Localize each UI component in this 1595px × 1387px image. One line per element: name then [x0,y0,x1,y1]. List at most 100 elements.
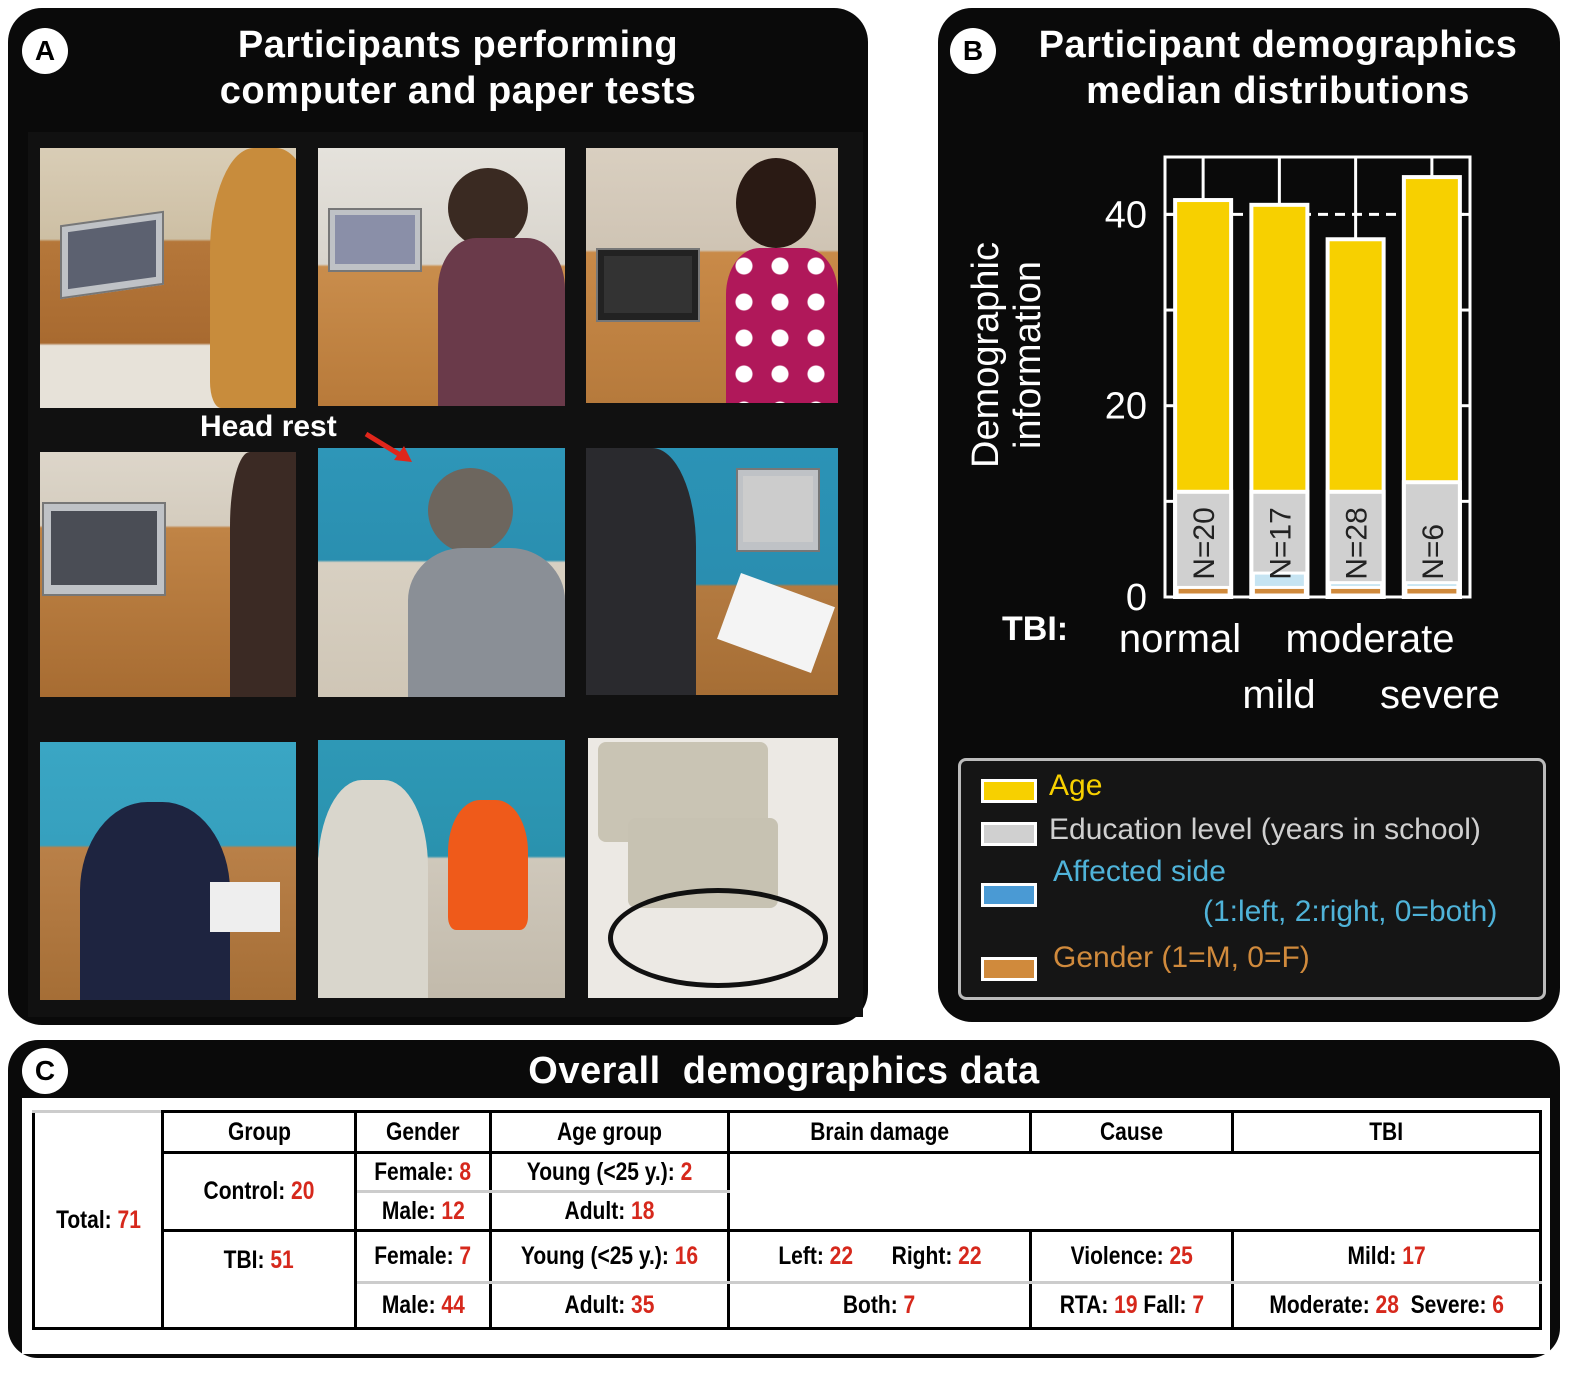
panel-c-title: Overall demographics data [528,1050,1040,1092]
cell-label: Severe: [1410,1291,1493,1319]
cell-content: Female: 8 [359,1158,488,1187]
cell-content: Young (<25 y.): 2 [494,1158,726,1187]
cell-label: Young (<25 y.): [526,1157,681,1186]
cell-text: Male: 12 [382,1197,465,1226]
legend-swatch-affected-side [981,883,1037,907]
cell-text: Group [228,1118,291,1147]
cell-text: Young (<25 y.): 2 [527,1158,693,1187]
title-line-1: Participant demographics [1038,24,1518,66]
cell-content: Male: 44 [359,1291,488,1320]
cell-value: 7 [1191,1291,1204,1319]
cell-value: 17 [1402,1242,1426,1270]
header-group: Group [161,1110,357,1154]
control-young-cell: Young (<25 y.): 2 [489,1151,730,1193]
header-label: Gender [386,1117,460,1146]
cell-text: Male: 44 [382,1291,465,1320]
bar-gender-normal [1175,585,1231,597]
cell-text: Both: 7 [843,1291,915,1320]
n-label: N=17 [1264,507,1297,580]
tbi-violence-cell: Violence: 25 [1029,1229,1234,1284]
cell-content: Young (<25 y.): 16 [494,1242,726,1271]
cell-content: Adult: 35 [494,1291,726,1320]
control-adult-cell: Adult: 18 [489,1190,730,1232]
paper-sheet [717,573,835,673]
cell-value: 12 [441,1196,465,1225]
bar-education-normal [1173,489,1234,600]
participant-figure [448,800,528,930]
cell-label: Young (<25 y.): [520,1242,675,1270]
cell-label: TBI: [223,1246,271,1274]
cell-value: 16 [674,1242,699,1270]
cell-content: Adult: 18 [494,1197,726,1226]
cell-value: 8 [459,1157,472,1186]
tbi-group-cell: TBI: 51 [161,1229,357,1330]
participant-figure [318,780,428,998]
header-tbi: TBI [1231,1110,1542,1154]
legend-label-education: Education level (years in school) [1049,813,1481,846]
bar-education-moderate [1325,489,1386,600]
participant-figure [736,158,816,248]
cell-content: Cause [1034,1117,1230,1147]
cell-content: Gender [359,1117,488,1147]
plot-frame [1163,155,1472,599]
chart-legend: Age Education level (years in school) Af… [958,758,1546,1000]
cell-value: 6 [1492,1291,1504,1319]
cell-text: Moderate: 28 Severe: 6 [1269,1291,1504,1320]
y-axis-label: information [1007,261,1049,449]
cell-content: Brain damage [732,1118,1028,1147]
photo-laptop-test-4 [40,452,296,697]
cell-text: Female: 8 [375,1158,472,1187]
cell-text: RTA: 19 Fall: 7 [1059,1291,1203,1320]
head-rest-annotation: Head rest [200,410,337,443]
panel-a-title: Participants performing computer and pap… [108,22,808,114]
y-tick-label: 0 [1126,577,1147,619]
legend-label-affected-side: Affected side [1053,855,1226,888]
usb-cable [608,888,828,988]
header-cause: Cause [1029,1110,1234,1154]
n-label: N=20 [1188,507,1221,580]
cell-text: Violence: 25 [1070,1242,1192,1271]
y-axis-label: Demographic [965,242,1007,468]
participant-figure [408,548,565,697]
bar-gender-mild [1251,585,1307,597]
category-label: mild [1242,673,1315,717]
cell-label: Moderate: [1269,1291,1376,1319]
tbi-moderate-severe-cell: Moderate: 28 Severe: 6 [1231,1281,1542,1330]
participant-figure [726,248,838,403]
header-label: Cause [1099,1117,1164,1146]
cell-content: RTA: 19 Fall: 7 [1034,1291,1230,1320]
cell-label: Adult: [564,1291,632,1319]
panel-b-title: Participant demographics median distribu… [1008,22,1548,114]
head-rest-arrow [364,431,412,462]
category-label: moderate [1286,617,1455,661]
cell-label: Right: [891,1242,958,1270]
bar-gender-severe [1404,585,1460,597]
cell-text: Female: 7 [375,1242,472,1271]
cell-content: Total: 71 [37,1206,160,1235]
photo-participants-in-room [318,740,565,998]
cell-value: 44 [441,1291,465,1319]
cell-content: Left: 22 Right: 22 [732,1242,1028,1271]
tbi-young-cell: Young (<25 y.): 16 [489,1229,730,1284]
header-gender: Gender [354,1110,492,1154]
cell-text: Total: 71 [56,1206,141,1235]
cell-text: Left: 22 Right: 22 [778,1242,981,1271]
n-label: N=28 [1341,507,1374,580]
cell-text: Brain damage [810,1118,949,1147]
cell-value: 71 [117,1205,141,1234]
cell-text: Age group [557,1118,662,1147]
cell-content: Violence: 25 [1034,1242,1230,1271]
laptop-icon [42,502,166,596]
photo-laptop-test-2 [318,148,565,406]
title-line-2: median distributions [1086,70,1470,112]
demographics-table-wrap: Total: 71 Group Gender Age group Brain d… [22,1098,1550,1354]
tbi-adult-cell: Adult: 35 [489,1281,730,1330]
cell-value: 7 [903,1291,916,1319]
cell-text: Control: 20 [204,1177,315,1206]
category-label: normal [1119,617,1241,661]
cell-label: Mild: [1347,1242,1403,1270]
laptop-icon [596,248,700,322]
cell-label: Left: [777,1242,830,1270]
control-female-cell: Female: 8 [354,1151,492,1193]
cell-content: Age group [494,1118,726,1147]
